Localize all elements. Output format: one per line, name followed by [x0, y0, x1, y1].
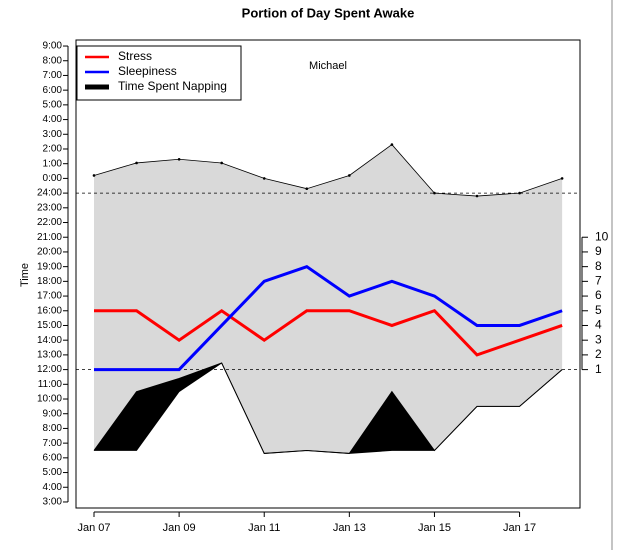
legend-label: Stress: [118, 49, 152, 63]
nap-fill: [94, 362, 563, 454]
y-tick-label: 21:00: [37, 232, 62, 243]
annotation: Michael: [309, 60, 347, 72]
y-tick-label: 5:00: [43, 467, 63, 478]
band-upper: [93, 144, 563, 197]
y-tick-label: 9:00: [43, 41, 63, 52]
y-tick-label: 6:00: [43, 85, 63, 96]
y-tick-label: 8:00: [43, 55, 63, 66]
y2-tick-label: 5: [595, 303, 602, 317]
band-point: [220, 161, 223, 165]
y2-tick-label: 8: [595, 259, 602, 273]
y-tick-label: 8:00: [43, 423, 63, 434]
chart-title: Portion of Day Spent Awake: [242, 5, 415, 20]
band-point: [433, 191, 436, 195]
y-tick-label: 5:00: [43, 100, 63, 111]
nap-line: [93, 362, 563, 454]
y-tick-label: 10:00: [37, 394, 62, 405]
band-fill: [94, 144, 563, 454]
band-point: [518, 191, 521, 195]
y-tick-label: 7:00: [43, 70, 63, 81]
band-point: [177, 157, 181, 161]
y-tick-label: 15:00: [37, 320, 62, 331]
y-tick-label: 0:00: [43, 173, 63, 184]
band-point: [305, 187, 309, 190]
y-tick-label: 6:00: [43, 452, 63, 463]
series-line: [94, 264, 563, 372]
band-point: [92, 174, 96, 177]
y-tick-label: 4:00: [43, 114, 63, 125]
y-tick-label: 22:00: [37, 217, 62, 228]
y2-tick-label: 7: [595, 274, 602, 288]
y-tick-label: 3:00: [43, 129, 63, 140]
legend-label: Sleepiness: [118, 64, 177, 78]
y-tick-label: 20:00: [37, 247, 62, 258]
y2-tick-label: 9: [595, 244, 602, 258]
y-tick-label: 2:00: [43, 144, 63, 155]
y2-tick-label: 2: [595, 347, 602, 361]
y-tick-label: 24:00: [37, 188, 62, 199]
x-tick-label: Jan 11: [248, 522, 280, 534]
x-tick-label: Jan 17: [503, 522, 536, 534]
band-point: [262, 177, 266, 180]
y-tick-label: 1:00: [43, 158, 63, 169]
y-tick-label: 9:00: [43, 408, 63, 419]
y2-tick-label: 4: [595, 318, 602, 332]
y2-tick-label: 6: [595, 288, 602, 302]
y-tick-label: 4:00: [43, 482, 63, 493]
series-line: [94, 308, 563, 357]
legend-label: Time Spent Napping: [118, 79, 227, 93]
y-tick-label: 16:00: [37, 305, 62, 316]
x-tick-label: Jan 13: [333, 522, 366, 534]
band-point: [560, 177, 564, 180]
y2-tick-label: 1: [595, 362, 602, 376]
y-axis-label: Time: [19, 263, 31, 287]
y-tick-label: 11:00: [38, 379, 63, 390]
band-point: [390, 143, 394, 146]
x-tick-label: Jan 07: [77, 522, 110, 534]
y-tick-label: 18:00: [37, 276, 62, 287]
y-tick-label: 7:00: [43, 438, 63, 449]
y-tick-label: 3:00: [43, 497, 63, 508]
x-tick-label: Jan 09: [163, 522, 196, 534]
y2-tick-label: 3: [595, 332, 602, 346]
x-tick-label: Jan 15: [418, 522, 451, 534]
y2-tick-label: 10: [595, 229, 609, 243]
band-point: [348, 174, 351, 177]
band-point: [135, 161, 138, 165]
y-tick-label: 23:00: [37, 202, 62, 213]
plot-frame: [75, 39, 581, 509]
y-tick-label: 17:00: [37, 291, 62, 302]
band-point: [475, 194, 479, 198]
y-tick-label: 19:00: [37, 261, 62, 272]
y-tick-label: 14:00: [37, 335, 62, 346]
y-tick-label: 13:00: [37, 350, 62, 361]
y-tick-label: 12:00: [37, 364, 62, 375]
